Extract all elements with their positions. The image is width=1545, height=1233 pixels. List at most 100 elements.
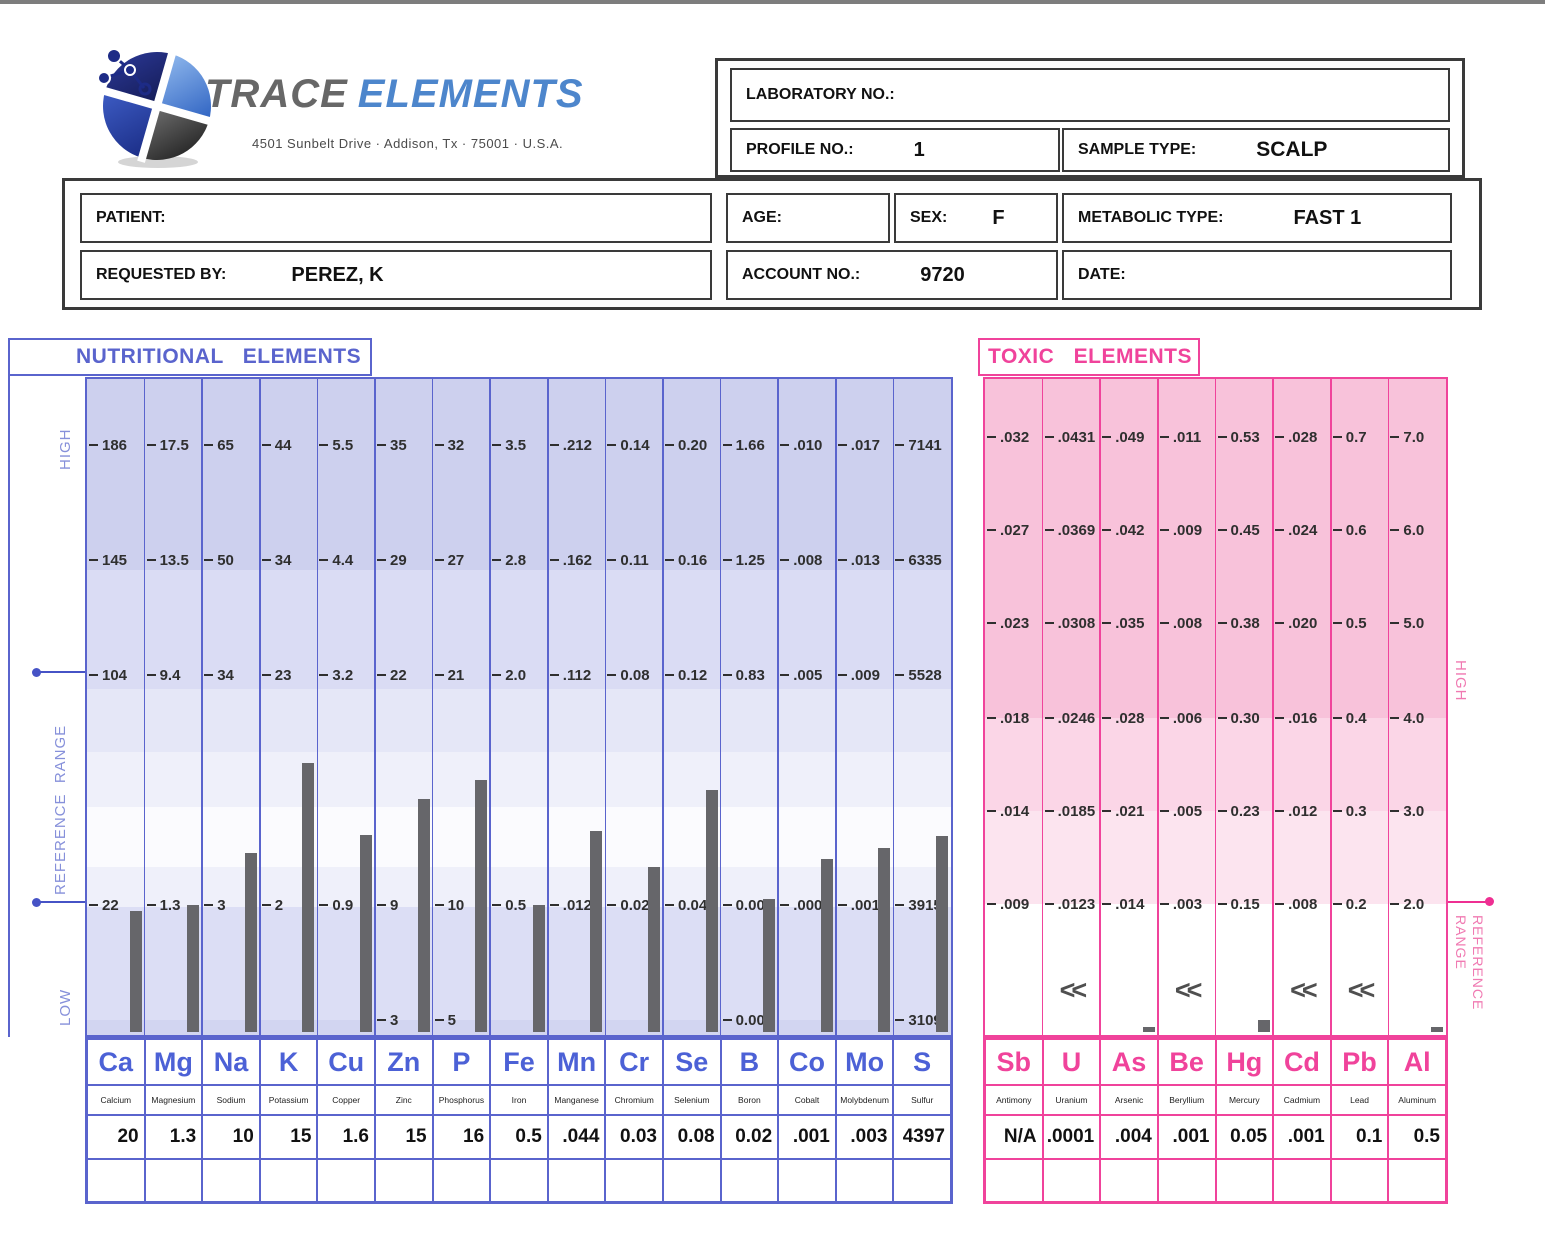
scale-tick-Mn: .162 (549, 550, 592, 570)
scale-tick-Al: 7.0 (1390, 427, 1424, 447)
nutritional-elements-title: NUTRITIONAL ELEMENTS (8, 338, 372, 376)
scale-tick-Sb: .014 (987, 801, 1029, 821)
tick-value: .027 (1000, 521, 1030, 539)
scale-tick-Mg: 1.3 (146, 895, 181, 915)
tick-dash (1275, 902, 1285, 906)
scale-tick-As: .049 (1102, 427, 1144, 447)
tick-dash (780, 903, 790, 907)
scale-tick-Al: 3.0 (1390, 801, 1424, 821)
scale-tick-B: 1.25 (722, 550, 765, 570)
profile-no-field: PROFILE NO.: 1 (730, 128, 1060, 172)
toxic-title-text: TOXIC ELEMENTS (988, 345, 1192, 368)
tick-value: 5528 (908, 666, 942, 684)
tick-value: .0246 (1057, 709, 1096, 727)
nutritional-column-divider (835, 379, 837, 1035)
nutritional-low-label: LOW (57, 988, 74, 1026)
element-value-Mo: .003 (835, 1115, 894, 1159)
element-empty-cell-Cr (605, 1159, 663, 1202)
tick-value: 35 (390, 436, 407, 454)
toxic-column-divider (1041, 379, 1044, 1035)
tick-value: 1.3 (159, 896, 181, 914)
element-name-P: Phosphorus (432, 1085, 491, 1115)
scale-tick-Cd: .028 (1275, 427, 1317, 447)
element-symbol-Zn: Zn (374, 1039, 433, 1085)
scale-tick-K: 2 (261, 895, 283, 915)
tick-value: 0.23 (1230, 802, 1260, 820)
nutritional-elements-table: Ca Mg Na K Cu Zn P Fe Mn Cr Se B Co Mo S Calcium Magnesi… (85, 1037, 953, 1204)
tick-value: .021 (1115, 802, 1145, 820)
brand-wordmark: TRACE ELEMENTS (205, 72, 584, 117)
scale-tick-Na: 3 (204, 895, 226, 915)
value-bar-Na (244, 853, 257, 1032)
element-name-Hg: Mercury (1215, 1085, 1274, 1115)
tick-value: .008 (793, 551, 823, 569)
tick-value: 0.12 (678, 666, 708, 684)
tick-dash (1275, 809, 1285, 813)
toxic-reference-range-label: REFERENCE RANGE (1453, 915, 1486, 1011)
element-value-Cu: 1.6 (317, 1115, 375, 1159)
date-label: DATE: (1078, 266, 1126, 283)
scale-tick-Na: 34 (204, 665, 234, 685)
tick-value: 2.8 (505, 551, 527, 569)
element-empty-cell-Be (1157, 1159, 1216, 1202)
tick-dash (1275, 621, 1285, 625)
element-symbol-Mn: Mn (547, 1039, 606, 1085)
scale-tick-Ca: 22 (89, 895, 119, 915)
tick-dash (377, 903, 386, 907)
molecule-icon (97, 48, 152, 96)
tick-dash (319, 443, 329, 447)
tick-value: 3 (217, 896, 226, 914)
scale-tick-Pb: 0.5 (1332, 613, 1367, 633)
element-name-Pb: Lead (1330, 1085, 1389, 1115)
value-bar-Mo (878, 847, 891, 1032)
tick-dash (780, 443, 790, 447)
metabolic-type-field: METABOLIC TYPE: FAST 1 (1062, 193, 1452, 243)
scale-tick-Pb: 0.7 (1332, 427, 1367, 447)
scale-tick-Ca: 104 (89, 665, 127, 685)
tick-dash (492, 558, 502, 562)
tick-value: .032 (1000, 428, 1030, 446)
tick-value: .012 (562, 896, 592, 914)
tick-dash (1332, 528, 1342, 532)
element-empty-cell-B (720, 1159, 779, 1202)
element-symbol-Se: Se (662, 1039, 721, 1085)
element-value-Be: .001 (1157, 1115, 1216, 1159)
scale-tick-Cu: 0.9 (319, 895, 353, 915)
tick-value: 9.4 (159, 666, 181, 684)
scale-tick-B: 1.66 (722, 435, 765, 455)
scale-tick-Be: .009 (1159, 520, 1202, 540)
scale-tick-Hg: 0.23 (1217, 801, 1260, 821)
scale-tick-Mo: .013 (837, 550, 880, 570)
tick-value: 3.5 (505, 436, 527, 454)
scale-tick-B: 0.00 (722, 895, 765, 915)
element-symbol-Sb: Sb (985, 1039, 1043, 1085)
nutritional-high-label: HIGH (57, 428, 74, 471)
tick-dash (1332, 716, 1342, 720)
tick-dash (1217, 435, 1227, 439)
tick-value: 7141 (908, 436, 942, 454)
tick-value: 27 (447, 551, 465, 569)
tick-dash (204, 443, 214, 447)
toxic-ref-line (1448, 901, 1488, 903)
metabolic-type-value: FAST 1 (1293, 206, 1362, 229)
tick-dash (261, 903, 271, 907)
element-value-Al: 0.5 (1388, 1115, 1446, 1159)
scale-tick-U: .0369 (1044, 520, 1095, 540)
element-empty-cell-Hg (1215, 1159, 1274, 1202)
element-empty-cell-Na (202, 1159, 260, 1202)
nutritional-column-divider (892, 379, 895, 1035)
tick-value: .013 (850, 551, 880, 569)
tick-dash (1390, 621, 1400, 625)
scale-tick-Mn: .212 (549, 435, 592, 455)
value-bar-Co (820, 859, 833, 1032)
scale-tick-Be: .005 (1159, 801, 1202, 821)
scale-tick-Cr: 0.02 (607, 895, 650, 915)
tick-dash (837, 558, 847, 562)
scale-tick-Mo: .009 (837, 665, 880, 685)
element-value-As: .004 (1100, 1115, 1158, 1159)
scale-tick-Al: 4.0 (1390, 708, 1424, 728)
tick-dash (1044, 621, 1054, 625)
tick-dash (1390, 528, 1400, 532)
tick-value: 2.0 (505, 666, 527, 684)
